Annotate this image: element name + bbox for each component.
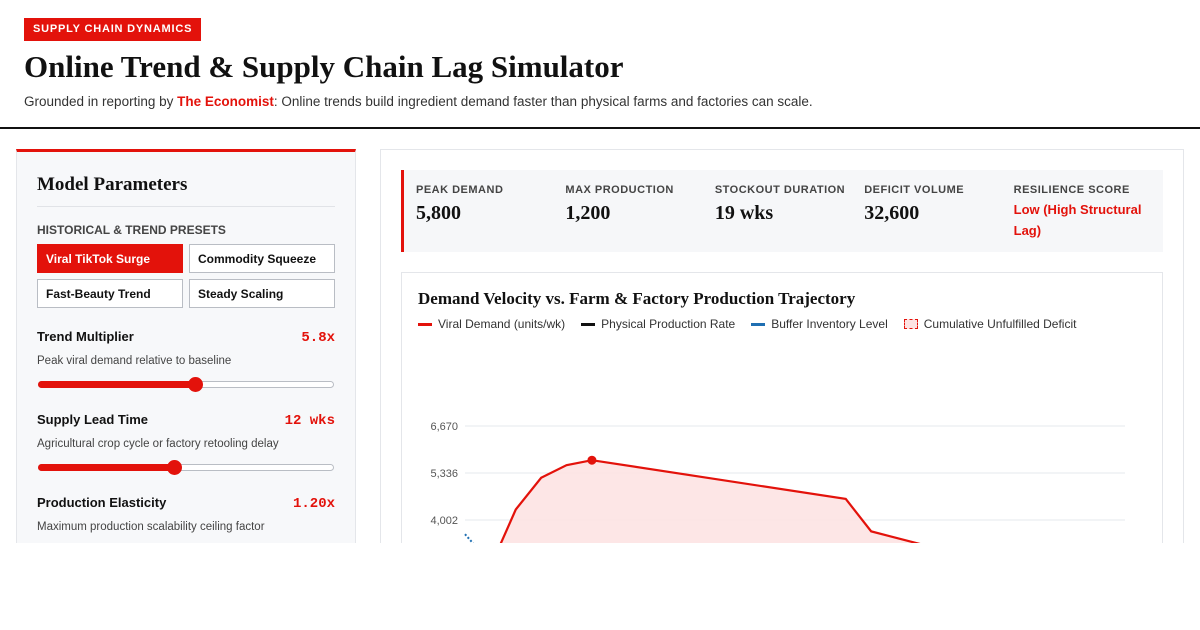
kpi-label: STOCKOUT DURATION <box>714 184 846 196</box>
trend-multiplier-control: Trend Multiplier 5.8x Peak viral demand … <box>37 329 335 392</box>
page-title: Online Trend & Supply Chain Lag Simulato… <box>24 49 624 84</box>
kpi-stockout-duration: STOCKOUT DURATION 19 wks <box>715 170 864 252</box>
subtitle-suffix: : Online trends build ingredient demand … <box>273 94 813 109</box>
kpi-strip: PEAK DEMAND 5,800 MAX PRODUCTION 1,200 S… <box>401 170 1163 252</box>
preset-buttons: Viral TikTok Surge Commodity Squeeze Fas… <box>37 244 335 308</box>
y-tick-label: 6,670 <box>430 421 458 433</box>
legend-item-production: Physical Production Rate <box>581 317 735 331</box>
legend-label: Viral Demand (units/wk) <box>438 317 566 331</box>
chart-legend: Viral Demand (units/wk) Physical Product… <box>418 317 1092 331</box>
kpi-max-production: MAX PRODUCTION 1,200 <box>565 170 714 252</box>
chart-title: Demand Velocity vs. Farm & Factory Produ… <box>418 289 856 308</box>
slider-thumb[interactable] <box>167 460 182 475</box>
production-elasticity-value: 1.20x <box>292 496 335 512</box>
preset-steady-scaling-button[interactable]: Steady Scaling <box>189 279 335 308</box>
chart-card: Demand Velocity vs. Farm & Factory Produ… <box>401 272 1163 543</box>
slider-thumb[interactable] <box>188 377 203 392</box>
kpi-value: 5,800 <box>416 202 461 224</box>
page-subtitle: Grounded in reporting by The Economist: … <box>24 94 1174 109</box>
legend-label: Physical Production Rate <box>601 317 736 331</box>
supply-lead-time-description: Agricultural crop cycle or factory retoo… <box>37 438 279 450</box>
header-divider <box>0 127 1200 129</box>
peak-demand-point <box>587 455 597 465</box>
panel-title: Model Parameters <box>37 174 335 207</box>
kpi-value: Low (High Structural Lag) <box>1013 202 1142 238</box>
y-tick-label: 5,336 <box>430 468 458 480</box>
kpi-label: RESILIENCE SCORE <box>1013 184 1130 196</box>
legend-swatch <box>751 322 766 326</box>
source-link[interactable]: The Economist <box>177 94 274 109</box>
supply-lead-time-slider[interactable] <box>37 460 335 475</box>
kpi-value: 1,200 <box>565 202 611 224</box>
kpi-label: MAX PRODUCTION <box>565 184 674 196</box>
kpi-deficit-volume: DEFICIT VOLUME 32,600 <box>864 170 1013 252</box>
content-area: Model Parameters HISTORICAL & TREND PRES… <box>0 129 1200 543</box>
legend-label: Cumulative Unfulfilled Deficit <box>923 317 1077 331</box>
legend-swatch <box>581 322 596 326</box>
trend-multiplier-slider[interactable] <box>37 377 335 392</box>
kpi-value: 32,600 <box>864 202 920 224</box>
deficit-area <box>500 460 917 543</box>
y-tick-label: 4,002 <box>430 515 458 527</box>
legend-swatch <box>903 319 918 329</box>
results-area: PEAK DEMAND 5,800 MAX PRODUCTION 1,200 S… <box>380 149 1184 543</box>
supply-lead-time-label: Supply Lead Time <box>37 412 149 427</box>
subtitle-prefix: Grounded in reporting by <box>24 94 178 109</box>
kpi-value: 19 wks <box>714 202 774 224</box>
demand-line <box>499 459 921 543</box>
legend-item-demand: Viral Demand (units/wk) <box>418 317 565 331</box>
parameters-panel: Model Parameters HISTORICAL & TREND PRES… <box>16 149 356 543</box>
supply-lead-time-control: Supply Lead Time 12 wks Agricultural cro… <box>37 412 335 475</box>
kpi-peak-demand: PEAK DEMAND 5,800 <box>416 170 565 252</box>
preset-fast-beauty-trend-button[interactable]: Fast-Beauty Trend <box>37 279 183 308</box>
preset-commodity-squeeze-button[interactable]: Commodity Squeeze <box>189 244 335 273</box>
legend-item-deficit: Cumulative Unfulfilled Deficit <box>903 317 1077 331</box>
kpi-resilience-score: RESILIENCE SCORE Low (High Structural La… <box>1014 170 1163 252</box>
kpi-label: DEFICIT VOLUME <box>864 184 965 196</box>
legend-swatch <box>418 322 432 326</box>
trend-multiplier-value: 5.8x <box>301 330 335 346</box>
category-badge: SUPPLY CHAIN DYNAMICS <box>24 18 202 41</box>
kpi-label: PEAK DEMAND <box>416 184 504 196</box>
legend-item-inventory: Buffer Inventory Level <box>751 317 888 331</box>
trend-multiplier-label: Trend Multiplier <box>37 329 134 344</box>
production-elasticity-label: Production Elasticity <box>37 495 167 510</box>
legend-label: Buffer Inventory Level <box>771 317 888 331</box>
slider-fill <box>38 381 196 388</box>
slider-fill <box>38 464 175 471</box>
preset-viral-tiktok-surge-button[interactable]: Viral TikTok Surge <box>37 244 183 273</box>
supply-lead-time-value: 12 wks <box>284 413 335 429</box>
trend-multiplier-description: Peak viral demand relative to baseline <box>37 355 232 367</box>
page-header: SUPPLY CHAIN DYNAMICS Online Trend & Sup… <box>24 18 1174 109</box>
production-elasticity-description: Maximum production scalability ceiling f… <box>37 521 265 533</box>
presets-label: HISTORICAL & TREND PRESETS <box>37 223 226 237</box>
production-elasticity-control: Production Elasticity 1.20x Maximum prod… <box>37 495 335 533</box>
